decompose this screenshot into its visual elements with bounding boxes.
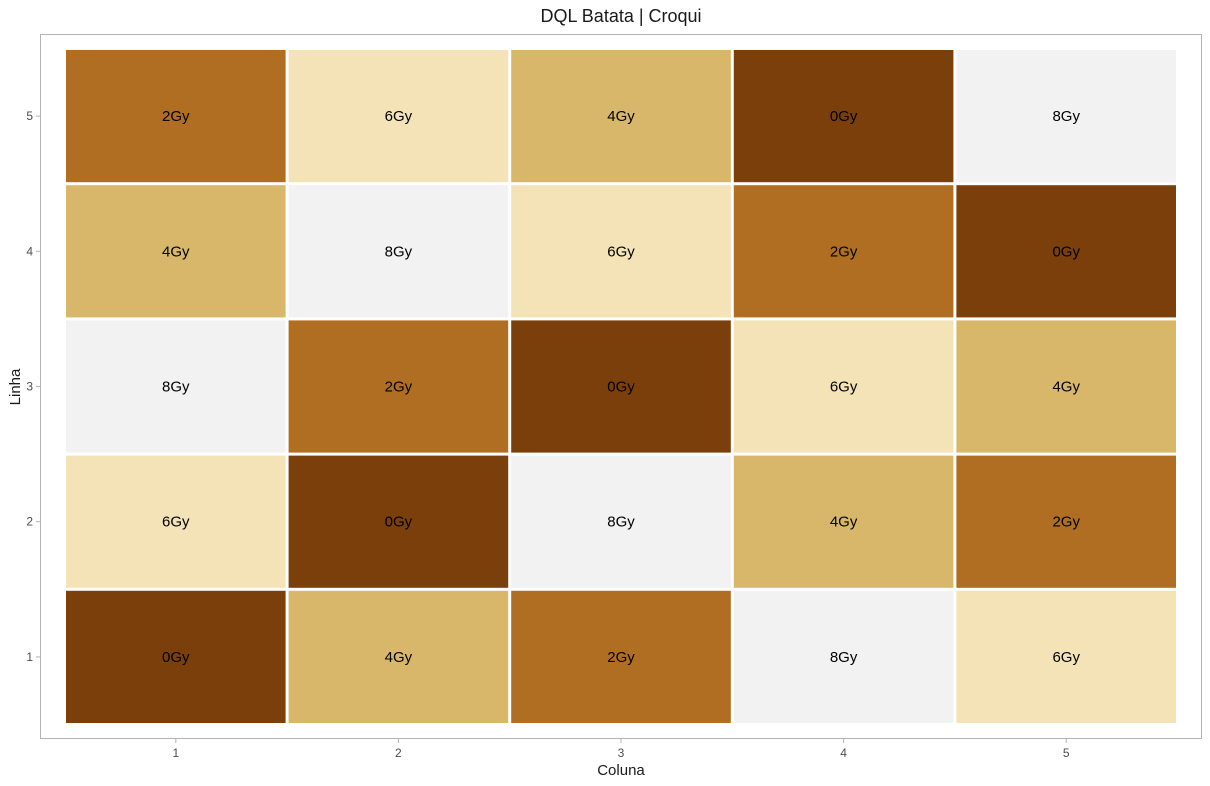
- cell-value-label: 8Gy: [385, 243, 413, 260]
- heatmap-cell: [733, 185, 954, 318]
- cell-value-label: 8Gy: [162, 379, 190, 396]
- cell-value-label: 4Gy: [1052, 379, 1080, 396]
- cell-value-label: 0Gy: [162, 649, 190, 666]
- cell-value-label: 8Gy: [830, 649, 858, 666]
- y-tick-label: 5: [26, 109, 33, 123]
- plot-panel-border: [40, 34, 1202, 739]
- cell-value-label: 0Gy: [385, 514, 413, 531]
- x-tick-label: 3: [618, 746, 625, 760]
- heatmap-cell: [733, 50, 954, 183]
- chart-title: DQL Batata | Croqui: [540, 6, 701, 26]
- heatmap-cell: [511, 455, 731, 588]
- ticks-layer: 1 2 3 4 5 1 2 3 4 5: [26, 109, 1070, 760]
- cell-value-label: 6Gy: [830, 379, 858, 396]
- cell-value-label: 4Gy: [830, 514, 858, 531]
- heatmap-cell: [288, 590, 509, 723]
- heatmap-cell: [288, 455, 509, 588]
- x-tick-label: 4: [840, 746, 847, 760]
- cell-value-label: 8Gy: [1052, 108, 1080, 125]
- cell-value-label: 2Gy: [607, 649, 635, 666]
- heatmap-cell: [511, 590, 731, 723]
- cell-value-label: 2Gy: [162, 108, 190, 125]
- heatmap-cell: [66, 455, 286, 588]
- cell-value-label: 2Gy: [385, 379, 413, 396]
- heatmap-cell: [733, 455, 954, 588]
- heatmap-cell: [511, 185, 731, 318]
- cell-value-label: 8Gy: [607, 514, 635, 531]
- y-tick-label: 2: [26, 515, 33, 529]
- heatmap-cell: [733, 320, 954, 453]
- x-tick-label: 5: [1063, 746, 1070, 760]
- cell-value-label: 0Gy: [1052, 243, 1080, 260]
- heatmap-cell: [511, 320, 731, 453]
- heatmap-cell: [66, 320, 286, 453]
- heatmap-cell: [956, 455, 1176, 588]
- heatmap-cell: [956, 185, 1176, 318]
- heatmap-cell: [66, 185, 286, 318]
- cell-value-label: 0Gy: [607, 379, 635, 396]
- heatmap-cell: [733, 590, 954, 723]
- cell-value-label: 4Gy: [607, 108, 635, 125]
- x-tick-label: 2: [395, 746, 402, 760]
- heatmap-cell: [288, 320, 509, 453]
- cell-value-label: 6Gy: [607, 243, 635, 260]
- y-tick-label: 3: [26, 380, 33, 394]
- cell-value-label: 6Gy: [162, 514, 190, 531]
- heatmap-cell: [956, 320, 1176, 453]
- cell-value-label: 6Gy: [385, 108, 413, 125]
- x-axis-title: Coluna: [597, 762, 645, 779]
- y-tick-label: 4: [26, 244, 33, 258]
- cell-value-label: 0Gy: [830, 108, 858, 125]
- y-axis-title: Linha: [7, 368, 24, 405]
- cell-value-label: 4Gy: [162, 243, 190, 260]
- cell-value-label: 2Gy: [830, 243, 858, 260]
- cells-layer: 2Gy 6Gy 4Gy 0Gy 8Gy 4Gy 8Gy 6Gy 2Gy 0Gy 8Gy 2Gy 0Gy 6…: [66, 50, 1176, 723]
- cell-value-label: 4Gy: [385, 649, 413, 666]
- cell-value-label: 2Gy: [1052, 514, 1080, 531]
- x-tick-label: 1: [172, 746, 179, 760]
- heatmap-cell: [288, 50, 509, 183]
- heatmap-cell: [66, 50, 286, 183]
- y-tick-label: 1: [26, 650, 33, 664]
- heatmap-cell: [511, 50, 731, 183]
- heatmap-cell: [288, 185, 509, 318]
- heatmap-cell: [956, 50, 1176, 183]
- heatmap-cell: [66, 590, 286, 723]
- cell-value-label: 6Gy: [1052, 649, 1080, 666]
- heatmap-cell: [956, 590, 1176, 723]
